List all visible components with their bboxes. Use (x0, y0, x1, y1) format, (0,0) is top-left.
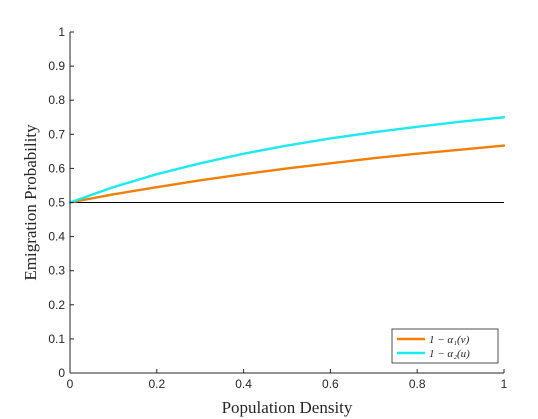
legend-label-1: 1 − α₁(v) (429, 334, 470, 346)
y-tick-label: 0.7 (48, 127, 65, 141)
legend-box (391, 328, 499, 364)
x-tick-label: 0.8 (409, 377, 426, 391)
series-line-2 (68, 116, 506, 204)
y-tick-label: 1 (58, 25, 65, 39)
x-tick-label: 1 (501, 377, 508, 391)
x-tick-label: 0.2 (148, 377, 165, 391)
y-tick-label: 0.4 (48, 230, 65, 244)
y-tick-label: 0.5 (48, 196, 65, 210)
x-tick-label: 0.4 (235, 377, 252, 391)
y-tick-label: 0.8 (48, 93, 65, 107)
legend: 1 − α₁(v) 1 − α₂(u) (391, 328, 499, 364)
x-tick-label: 0.6 (322, 377, 339, 391)
y-tick-label: 0.2 (48, 298, 65, 312)
y-tick-label: 0.6 (48, 161, 65, 175)
legend-label-2: 1 − α₂(u) (429, 348, 470, 360)
y-axis-label: Emigration Probability (21, 124, 40, 281)
y-tick-label: 0.9 (48, 59, 65, 73)
y-tick-label: 0 (58, 366, 65, 380)
y-tick-label: 0.3 (48, 264, 65, 278)
x-axis-label: Population Density (222, 398, 353, 417)
y-tick-label: 0.1 (48, 332, 65, 346)
x-tick-label: 0 (67, 377, 74, 391)
series-line-1 (68, 144, 506, 204)
